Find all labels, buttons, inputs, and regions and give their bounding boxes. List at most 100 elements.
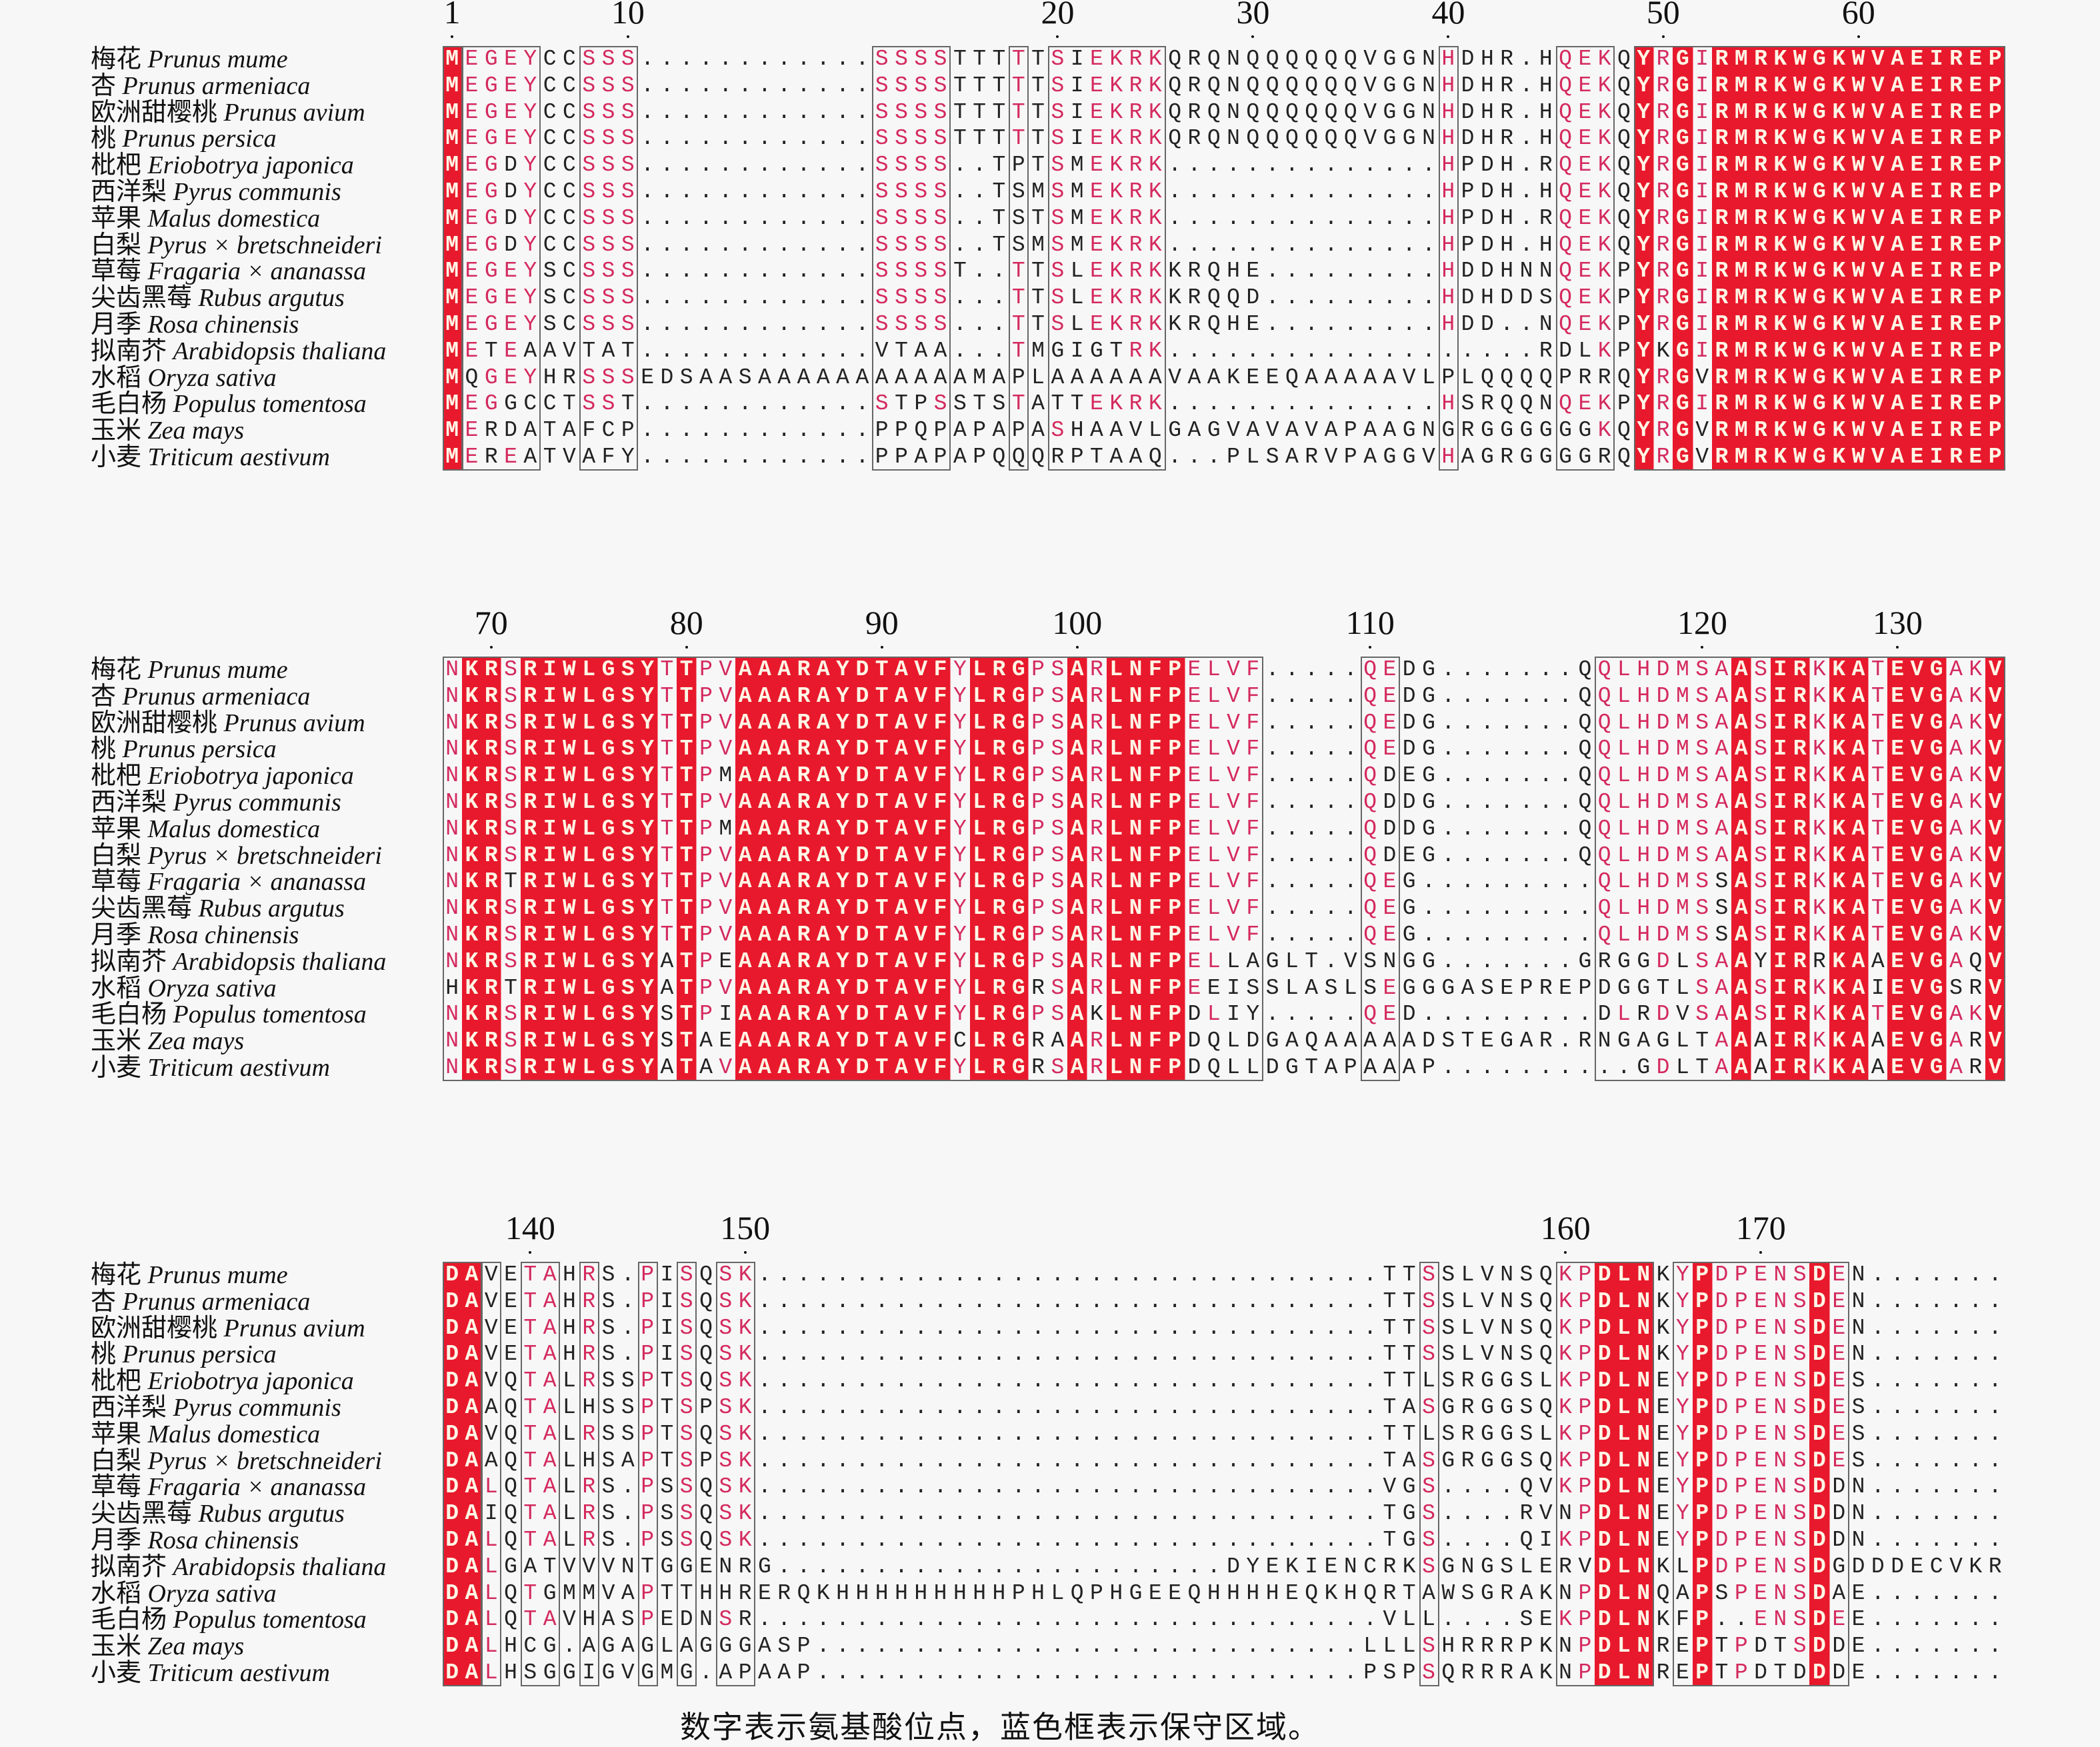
species-chinese-name: 桃 — [91, 1340, 117, 1369]
gap: . — [777, 259, 791, 284]
residue: G — [1673, 417, 1693, 445]
gap: . — [1559, 869, 1572, 894]
gap: . — [1988, 1528, 2002, 1552]
residue: M — [442, 231, 462, 259]
residue: F — [1145, 842, 1165, 869]
residue: E — [465, 418, 479, 443]
residue: F — [1145, 1028, 1165, 1055]
gap: . — [1559, 790, 1572, 815]
residue: A — [813, 789, 833, 816]
residue: E — [1832, 1315, 1846, 1340]
residue: L — [1207, 816, 1221, 841]
residue: P — [1165, 1001, 1185, 1028]
residue: E — [1578, 73, 1592, 98]
residue: E — [465, 285, 479, 311]
residue: L — [1106, 1054, 1126, 1081]
residue: A — [1949, 843, 1963, 868]
species-label: 枇杷 Eriobotrya japonica — [91, 152, 354, 179]
gap: . — [1051, 1607, 1065, 1632]
gap: . — [1109, 1554, 1123, 1579]
gap: . — [777, 1474, 791, 1500]
species-label: 水稻 Oryza sativa — [91, 365, 277, 391]
gap: . — [1168, 1607, 1182, 1632]
residue: P — [1734, 1315, 1748, 1340]
residue: H — [1265, 1580, 1279, 1606]
residue: R — [1129, 391, 1143, 417]
residue: T — [953, 99, 967, 125]
residue: F — [601, 445, 615, 469]
residue: V — [911, 1054, 931, 1081]
residue: T — [677, 1028, 697, 1055]
residue: P — [1985, 231, 2005, 259]
residue: S — [914, 285, 928, 311]
residue: K — [1829, 152, 1849, 179]
residue: M — [1070, 232, 1084, 257]
gap: . — [660, 205, 674, 231]
residue: A — [1715, 683, 1729, 709]
gap: . — [1597, 1055, 1611, 1080]
gap: . — [757, 418, 771, 443]
residue: G — [1927, 763, 1947, 790]
residue: W — [1848, 99, 1869, 126]
residue: S — [504, 1002, 517, 1027]
residue: W — [559, 948, 579, 975]
residue: Q — [504, 1421, 517, 1446]
gap: . — [1051, 1342, 1065, 1367]
residue: L — [563, 1501, 576, 1526]
residue: E — [1207, 975, 1221, 1000]
residue: E — [1887, 1028, 1907, 1055]
residue: K — [1109, 179, 1123, 204]
gap: . — [1539, 1002, 1553, 1027]
residue: Y — [523, 179, 537, 204]
gap: . — [1969, 1660, 1983, 1685]
residue: I — [1927, 231, 1947, 259]
residue: A — [1848, 709, 1869, 737]
residue: M — [1675, 816, 1689, 841]
residue: E — [1383, 683, 1397, 709]
residue: V — [911, 974, 931, 1002]
residue: P — [699, 1002, 713, 1027]
gap: . — [1324, 948, 1338, 974]
gap: . — [1265, 1501, 1279, 1526]
residue: K — [1148, 338, 1162, 363]
residue: T — [872, 922, 892, 948]
gap: . — [1285, 1501, 1299, 1526]
residue: G — [1927, 789, 1947, 816]
residue: R — [1500, 99, 1514, 125]
species-chinese-name: 水稻 — [91, 974, 142, 1002]
gap: . — [1265, 153, 1279, 178]
residue: N — [1633, 1447, 1653, 1474]
residue: G — [1539, 445, 1553, 469]
gap: . — [1187, 1342, 1201, 1367]
residue: Q — [1363, 896, 1377, 921]
gap: . — [1168, 1660, 1182, 1685]
residue: T — [992, 232, 1006, 257]
residue: P — [1734, 1634, 1748, 1659]
gap: . — [953, 179, 967, 204]
gap: . — [953, 285, 967, 311]
gap: . — [797, 285, 811, 311]
gap: . — [1070, 1528, 1084, 1552]
gap: . — [855, 1474, 869, 1500]
residue: G — [1673, 125, 1693, 153]
residue: S — [1754, 790, 1767, 815]
residue: T — [1461, 1028, 1475, 1054]
residue: S — [1500, 1554, 1514, 1579]
gap: . — [1441, 1501, 1455, 1526]
residue: K — [1539, 1660, 1553, 1685]
residue: K — [1109, 391, 1123, 417]
residue: V — [1227, 657, 1240, 682]
residue: D — [1715, 1395, 1729, 1420]
gap: . — [1305, 1607, 1319, 1632]
residue: K — [1813, 737, 1826, 762]
residue: S — [914, 205, 928, 231]
residue: R — [793, 657, 814, 683]
gap: . — [1207, 1368, 1221, 1394]
gap: . — [914, 1315, 928, 1340]
residue: Y — [637, 974, 657, 1002]
residue: A — [1848, 789, 1869, 816]
residue: G — [1422, 763, 1435, 789]
gap: . — [816, 1395, 830, 1420]
residue: Q — [1168, 99, 1182, 125]
